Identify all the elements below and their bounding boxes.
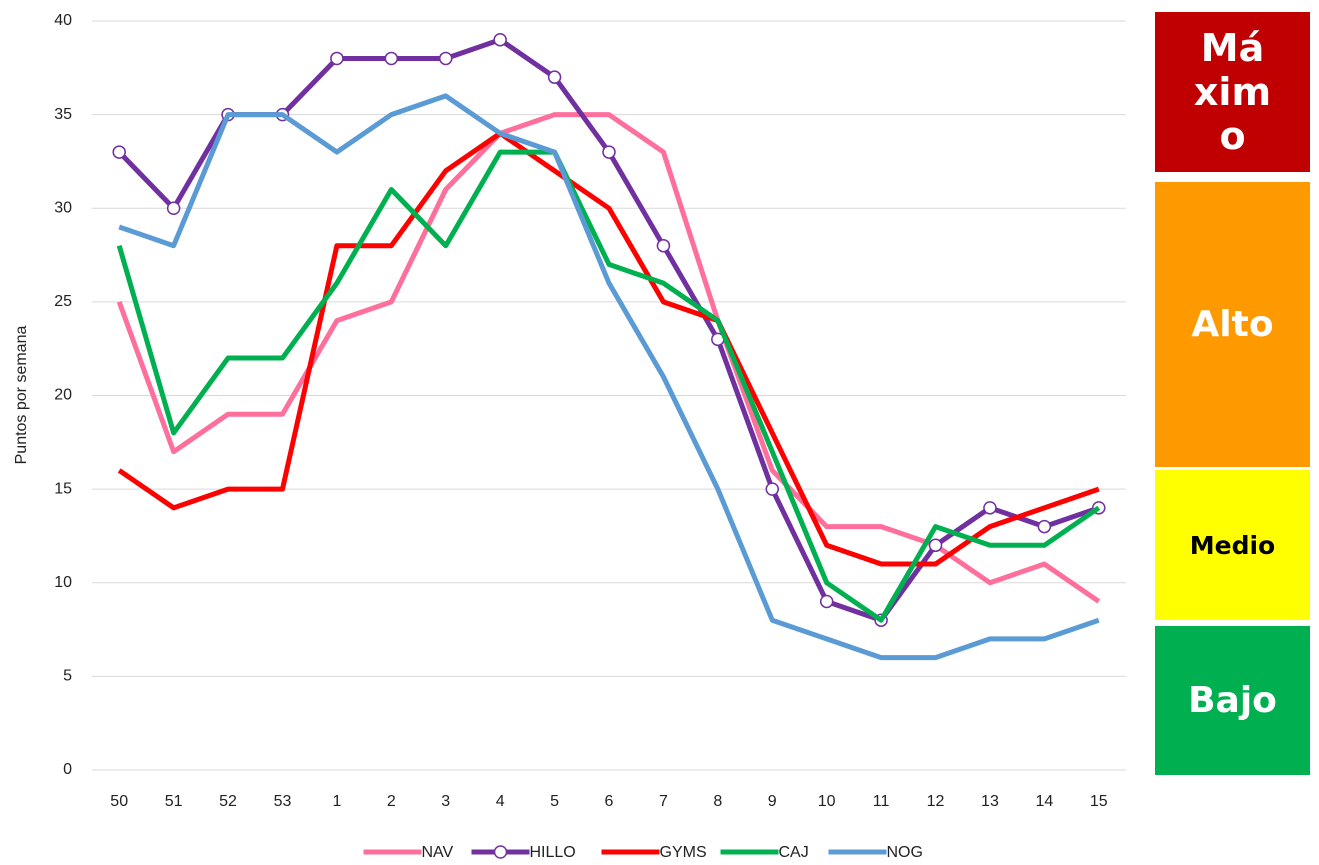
x-tick-label: 11: [873, 793, 890, 810]
marker: [1037, 519, 1052, 534]
zone: Alto: [1155, 182, 1310, 467]
marker: [819, 594, 834, 609]
y-tick-label: 40: [54, 12, 72, 29]
x-tick-label: 6: [605, 793, 614, 810]
y-tick-label: 20: [54, 387, 72, 404]
x-tick-label: 4: [496, 793, 505, 810]
marker: [983, 501, 997, 515]
legend-label: HILLO: [530, 844, 576, 861]
y-tick-label: 5: [63, 668, 72, 685]
legend-label: NOG: [887, 844, 923, 861]
y-tick-label: 30: [54, 199, 72, 216]
x-tick-label: 9: [768, 793, 777, 810]
x-tick-label: 51: [165, 793, 183, 810]
x-tick-label: 3: [441, 793, 450, 810]
legend-marker: [493, 845, 508, 859]
marker: [602, 145, 616, 159]
legend-label: GYMS: [660, 844, 707, 861]
line: [117, 130, 1100, 567]
x-tick-label: 14: [1035, 793, 1053, 810]
zone: Máximo: [1155, 12, 1310, 172]
marker: [166, 201, 181, 215]
marker: [547, 70, 562, 84]
marker: [112, 145, 126, 159]
x-tick-label: 10: [818, 793, 836, 810]
zone: Bajo: [1155, 626, 1310, 775]
y-tick-label: 35: [54, 106, 72, 123]
x-tick-label: 7: [659, 793, 668, 810]
y-tick-label: 15: [54, 480, 72, 497]
x-tick-label: 5: [550, 793, 559, 810]
marker: [656, 238, 671, 253]
y-tick-label: 25: [54, 293, 72, 310]
x-tick-label: 1: [332, 793, 341, 810]
line: [118, 93, 1100, 661]
x-tick-label: 50: [110, 793, 128, 810]
y-tick-label: 10: [54, 574, 72, 591]
x-tick-label: 8: [713, 793, 722, 810]
y-tick-label: 0: [63, 761, 72, 778]
x-tick-label: 13: [981, 793, 999, 810]
marker: [928, 538, 943, 553]
marker: [493, 32, 507, 47]
y-axis-label: Puntos por semana: [13, 326, 30, 465]
x-tick-label: 53: [274, 793, 292, 810]
x-tick-label: 52: [219, 793, 237, 810]
marker: [384, 51, 399, 66]
legend-label: NAV: [422, 844, 454, 861]
zone: Medio: [1155, 470, 1310, 620]
marker: [438, 51, 453, 66]
marker: [765, 482, 780, 496]
marker: [330, 51, 344, 66]
x-tick-label: 12: [927, 793, 945, 810]
x-tick-label: 2: [387, 793, 396, 810]
line: [116, 149, 1101, 623]
legend-label: CAJ: [779, 844, 809, 861]
x-tick-label: 15: [1090, 793, 1108, 810]
